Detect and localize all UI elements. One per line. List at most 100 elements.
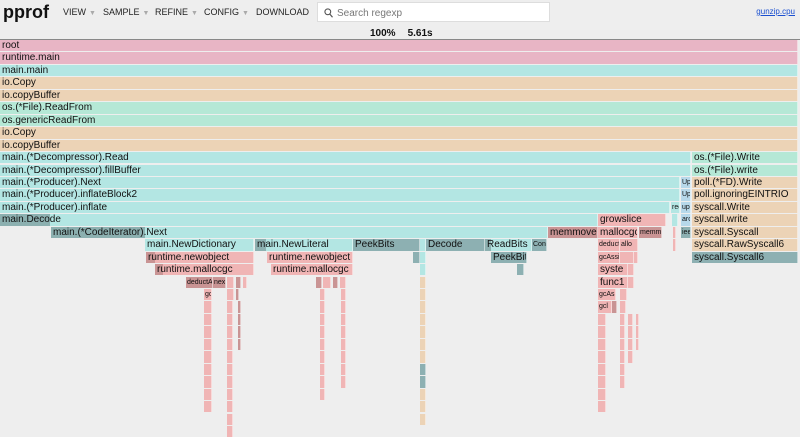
frame[interactable]: [341, 376, 346, 388]
frame[interactable]: [333, 276, 338, 288]
frame[interactable]: [420, 388, 426, 400]
frame[interactable]: [620, 301, 626, 313]
frame[interactable]: [238, 338, 241, 351]
frame[interactable]: [598, 338, 606, 351]
frame-deducta[interactable]: deductA: [186, 276, 213, 288]
frame[interactable]: [628, 276, 634, 288]
frame[interactable]: [420, 301, 426, 313]
frame[interactable]: [628, 326, 633, 338]
menu-download[interactable]: DOWNLOAD: [256, 7, 309, 17]
frame[interactable]: [236, 276, 241, 288]
frame-mallocgc[interactable]: mallocgc: [598, 226, 638, 239]
frame[interactable]: [227, 276, 234, 288]
frame[interactable]: [320, 313, 325, 326]
frame-main-newliteral[interactable]: main.NewLiteral: [255, 239, 353, 251]
frame[interactable]: [636, 326, 639, 338]
frame[interactable]: [628, 264, 634, 276]
frame[interactable]: [636, 313, 639, 326]
frame[interactable]: [598, 326, 606, 338]
frame-os-file-write[interactable]: os.(*File).Write: [692, 152, 798, 164]
frame-io-copybuffer[interactable]: io.copyBuffer: [0, 89, 798, 102]
frame[interactable]: [204, 388, 212, 400]
frame[interactable]: [227, 388, 233, 400]
frame[interactable]: [227, 425, 233, 437]
frame-upd[interactable]: upd: [681, 201, 691, 214]
frame-growslice[interactable]: growslice: [598, 214, 666, 226]
frame[interactable]: [420, 276, 426, 288]
frame-io-copy[interactable]: io.Copy: [0, 127, 798, 139]
frame-io-copybuffer[interactable]: io.copyBuffer: [0, 139, 798, 151]
frame-main-newdictionary[interactable]: main.NewDictionary: [145, 239, 254, 251]
frame[interactable]: [320, 338, 325, 351]
frame[interactable]: [413, 251, 420, 264]
frame-os-file-readfrom[interactable]: os.(*File).ReadFrom: [0, 102, 798, 114]
frame-cons[interactable]: Cons: [532, 239, 547, 251]
frame[interactable]: [320, 326, 325, 338]
frame[interactable]: [636, 338, 639, 351]
frame[interactable]: [420, 264, 426, 276]
frame-iee[interactable]: iee: [681, 226, 691, 239]
frame-gc[interactable]: gc: [204, 289, 212, 301]
frame[interactable]: [598, 313, 606, 326]
frame[interactable]: [620, 251, 634, 264]
menu-sample[interactable]: SAMPLE ▼: [103, 7, 149, 17]
frame[interactable]: [341, 313, 346, 326]
frame-main-codeiterator-next[interactable]: main.(*CodeIterator).Next: [51, 226, 548, 239]
frame-main-producer-inflateblock2[interactable]: main.(*Producer).inflateBlock2: [0, 189, 680, 201]
frame[interactable]: [320, 301, 325, 313]
frame-readbits[interactable]: ReadBits: [485, 239, 532, 251]
frame[interactable]: [620, 326, 625, 338]
frame-peekbits[interactable]: PeekBits: [491, 251, 527, 264]
frame[interactable]: [420, 351, 426, 363]
frame[interactable]: [227, 338, 233, 351]
frame[interactable]: [320, 351, 325, 363]
frame[interactable]: [204, 376, 212, 388]
frame[interactable]: [634, 251, 638, 264]
frame[interactable]: [204, 313, 212, 326]
frame-syscall-rawsyscall6[interactable]: syscall.RawSyscall6: [692, 239, 798, 251]
frame-syscall-write[interactable]: syscall.write: [692, 214, 798, 226]
menu-view[interactable]: VIEW ▼: [63, 7, 96, 17]
frame[interactable]: [628, 313, 633, 326]
frame[interactable]: [598, 351, 606, 363]
frame-syscall-syscall[interactable]: syscall.Syscall: [692, 226, 798, 239]
frame[interactable]: [243, 276, 247, 288]
frame-gcassis[interactable]: gcAssis: [598, 251, 620, 264]
frame[interactable]: [420, 338, 426, 351]
frame[interactable]: [227, 376, 233, 388]
menu-refine[interactable]: REFINE ▼: [155, 7, 198, 17]
frame-arc[interactable]: arc: [681, 214, 691, 226]
frame[interactable]: [420, 413, 426, 425]
frame-syste[interactable]: syste: [598, 264, 628, 276]
frame-runtime-newobject[interactable]: runtime.newobject: [267, 251, 353, 264]
frame[interactable]: [341, 326, 346, 338]
frame-upo[interactable]: Upo: [681, 176, 691, 189]
frame[interactable]: [227, 413, 233, 425]
frame[interactable]: [517, 264, 524, 276]
frame[interactable]: [420, 239, 426, 251]
frame[interactable]: [204, 363, 212, 376]
frame[interactable]: [341, 363, 346, 376]
frame[interactable]: [673, 226, 676, 239]
frame-runtime-mallocgc[interactable]: runtime.mallocgc: [155, 264, 254, 276]
frame-gcas[interactable]: gcAs: [598, 289, 616, 301]
frame[interactable]: [341, 289, 346, 301]
frame-gcl[interactable]: gcl: [598, 301, 612, 313]
frame-main-main[interactable]: main.main: [0, 64, 798, 77]
frame[interactable]: [323, 276, 331, 288]
frame[interactable]: [420, 401, 426, 413]
frame-syscall-syscall6[interactable]: syscall.Syscall6: [692, 251, 798, 264]
frame-decode[interactable]: Decode: [426, 239, 485, 251]
frame-os-file-write[interactable]: os.(*File).write: [692, 164, 798, 176]
frame[interactable]: [238, 301, 241, 313]
frame-deducta[interactable]: deductA: [598, 239, 620, 251]
frame[interactable]: [227, 289, 234, 301]
frame-runtime-main[interactable]: runtime.main: [0, 52, 798, 64]
frame[interactable]: [340, 276, 346, 288]
frame[interactable]: [341, 351, 346, 363]
frame[interactable]: [204, 338, 212, 351]
frame[interactable]: [612, 301, 617, 313]
frame-runtime-mallocgc[interactable]: runtime.mallocgc: [271, 264, 353, 276]
menu-config[interactable]: CONFIG ▼: [204, 7, 249, 17]
frame[interactable]: [598, 401, 606, 413]
